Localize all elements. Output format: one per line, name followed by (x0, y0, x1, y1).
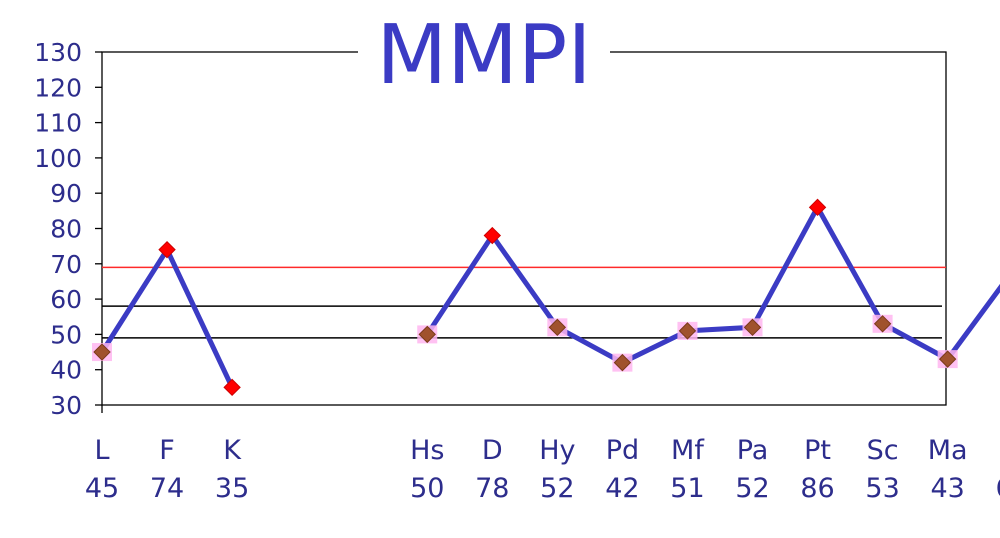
value-label: 64 (996, 473, 1000, 504)
category-label: Pa (737, 435, 769, 466)
y-tick-label: 120 (34, 73, 82, 102)
y-tick-label: 40 (50, 356, 82, 385)
y-tick-label: 90 (50, 179, 82, 208)
category-label: Mf (671, 435, 705, 466)
series-line-validity (99, 244, 235, 389)
data-point-Pt (808, 198, 827, 217)
y-axis: 30 40 50 60 70 80 90 100 110 120 130 (34, 38, 103, 420)
data-point-Hy (548, 318, 567, 337)
category-label: Pd (606, 435, 639, 466)
value-label: 50 (410, 473, 444, 504)
category-label: Hs (410, 435, 444, 466)
y-tick-label: 110 (34, 109, 82, 138)
data-point-Pa (743, 318, 762, 337)
chart-title: MMPI (376, 8, 591, 103)
value-label: 86 (800, 473, 834, 504)
value-label: 52 (540, 473, 574, 504)
data-point-F (158, 240, 176, 259)
data-point-D (483, 226, 502, 245)
y-tick-label: 80 (50, 215, 82, 244)
y-tick-label: 100 (34, 144, 82, 173)
y-tick-label: 50 (50, 320, 82, 349)
value-label: 52 (735, 473, 769, 504)
data-point-Mf (678, 322, 697, 340)
series-lines (99, 202, 1000, 389)
value-label: 53 (865, 473, 899, 504)
y-tick-label: 60 (50, 285, 82, 314)
data-point-Hs (418, 325, 436, 344)
category-label: L (94, 435, 109, 466)
data-point-Sc (873, 315, 892, 333)
value-label: 51 (670, 473, 704, 504)
data-point-Pd (613, 353, 632, 372)
category-label: Sc (867, 435, 899, 466)
y-tick-label: 70 (50, 250, 82, 279)
category-label: Hy (539, 435, 575, 466)
data-point-L (93, 343, 111, 361)
value-label: 43 (930, 473, 964, 504)
value-label: 74 (150, 473, 184, 504)
category-label: Pt (804, 435, 831, 466)
data-point-K (223, 378, 241, 397)
category-label: D (482, 435, 503, 466)
reference-lines (102, 266, 946, 339)
y-tick-label: 30 (50, 391, 82, 420)
data-point-Ma (938, 350, 957, 368)
value-label: 35 (215, 473, 249, 504)
category-label: F (159, 435, 175, 466)
y-tick-label: 130 (34, 38, 82, 67)
title-backdrop (358, 30, 610, 80)
category-label: K (223, 435, 242, 466)
series-line-clinical (425, 202, 1000, 366)
x-axis-labels: L 45 F 74 K 35 Hs 50 D 78 Hy 52 Pd 42 Mf 51 Pa 52 Pt 86 Sc 53… (85, 435, 1000, 504)
value-label: 78 (475, 473, 509, 504)
value-label: 42 (605, 473, 639, 504)
plot-frame (101, 51, 947, 406)
category-label: Ma (928, 435, 968, 466)
data-markers (92, 198, 958, 397)
value-label: 45 (85, 473, 119, 504)
